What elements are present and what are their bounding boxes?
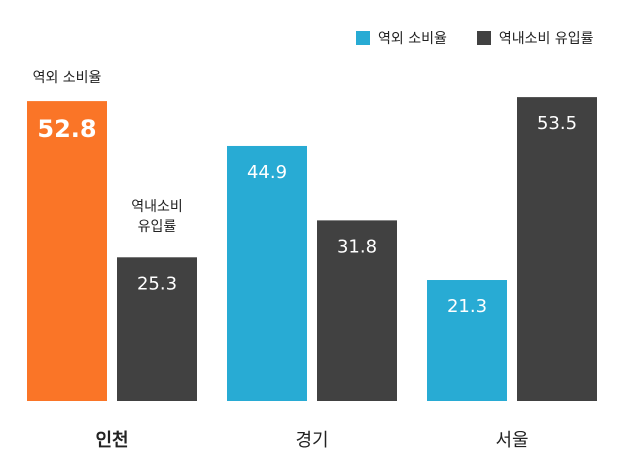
legend-item-outflow: 역외 소비율 <box>356 28 447 48</box>
category-label-0: 인천 <box>95 430 128 451</box>
bar-inflow-0 <box>117 257 197 401</box>
category-label-1: 경기 <box>295 430 328 451</box>
data-label-inflow-0: 25.3 <box>137 273 177 294</box>
legend-item-inflow: 역내소비 유입률 <box>476 28 594 48</box>
category-label-2: 서울 <box>495 430 528 451</box>
legend: 역외 소비율 역내소비 유입률 <box>356 28 593 48</box>
data-label-inflow-2: 53.5 <box>537 113 577 134</box>
legend-swatch-inflow <box>476 31 491 45</box>
bar-outflow-1 <box>227 145 307 401</box>
annotation-outflow-text: 역외 소비율 <box>32 70 102 86</box>
data-label-outflow-0: 52.8 <box>37 115 96 143</box>
bar-outflow-2 <box>427 280 507 401</box>
bar-inflow-2 <box>517 97 597 402</box>
legend-swatch-outflow <box>356 31 370 45</box>
bar-outflow-0 <box>27 101 107 401</box>
annotation-inflow-line1: 역내소비 <box>131 199 183 215</box>
legend-label-outflow: 역외 소비율 <box>378 31 447 47</box>
annotation-inflow-line2: 유입률 <box>137 219 177 235</box>
annotation-inflow: 역내소비 유입률 <box>117 197 197 237</box>
data-label-outflow-2: 21.3 <box>447 296 487 317</box>
annotation-outflow: 역외 소비율 <box>27 68 107 88</box>
data-label-outflow-1: 44.9 <box>247 162 287 183</box>
legend-label-inflow: 역내소비 유입률 <box>498 31 594 47</box>
bar-inflow-1 <box>317 220 397 401</box>
data-label-inflow-1: 31.8 <box>337 236 377 257</box>
